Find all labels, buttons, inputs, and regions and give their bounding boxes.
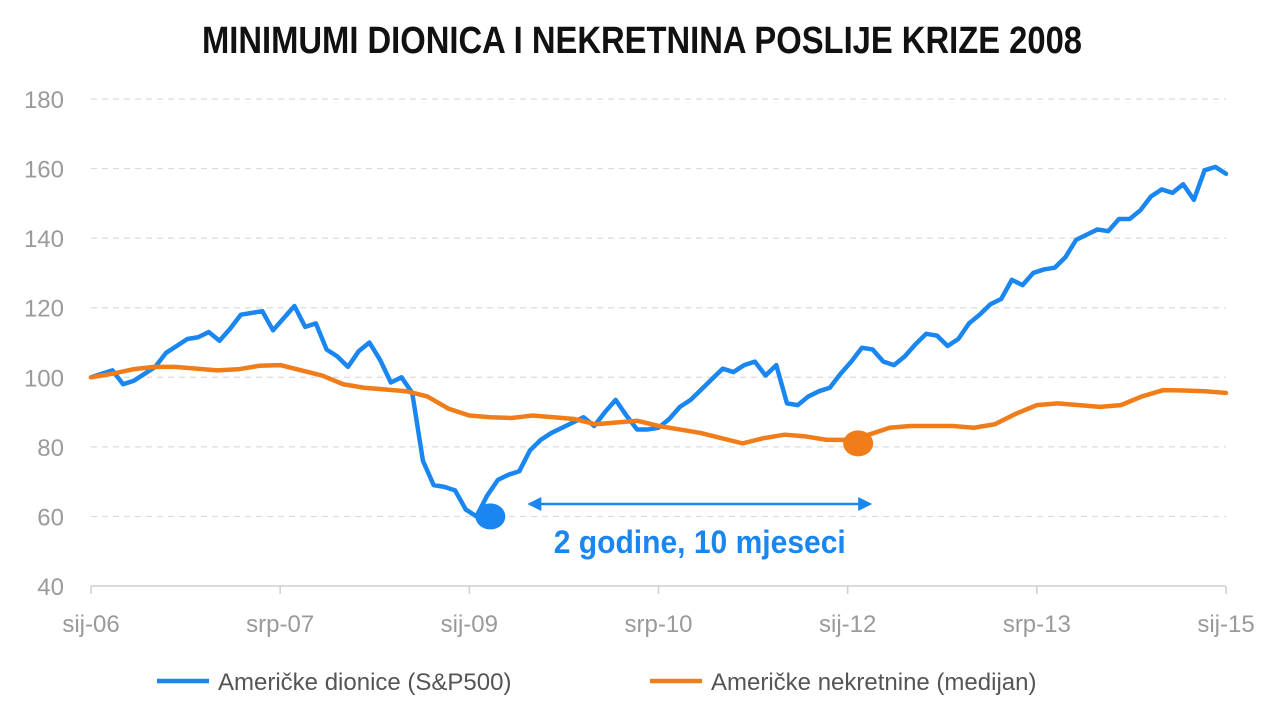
x-tick-label: srp-10 <box>624 611 692 638</box>
arrow-head-right <box>858 497 873 511</box>
y-tick-label: 100 <box>24 365 64 392</box>
x-tick-label: sij-06 <box>62 611 119 638</box>
x-tick-label: srp-07 <box>246 611 314 638</box>
legend-label: Američke nekretnine (medijan) <box>711 669 1036 696</box>
minimum-marker <box>475 503 506 530</box>
y-tick-label: 60 <box>37 504 64 531</box>
series-line-0 <box>88 164 1229 519</box>
y-tick-label: 160 <box>24 157 64 184</box>
y-tick-label: 40 <box>37 574 64 601</box>
x-tick-label: sij-09 <box>441 611 498 638</box>
x-tick-label: sij-15 <box>1197 611 1254 638</box>
x-tick-label: srp-13 <box>1003 611 1071 638</box>
legend-label: Američke dionice (S&P500) <box>218 669 511 696</box>
minimum-marker <box>843 430 874 457</box>
y-tick-label: 140 <box>24 226 64 253</box>
duration-label: 2 godine, 10 mjeseci <box>554 524 846 560</box>
y-tick-label: 180 <box>24 87 64 114</box>
y-tick-label: 120 <box>24 296 64 323</box>
y-tick-label: 80 <box>37 435 64 462</box>
arrow-head-left <box>527 497 542 511</box>
x-tick-label: sij-12 <box>819 611 876 638</box>
chart-title: MINIMUMI DIONICA I NEKRETNINA POSLIJE KR… <box>202 20 1082 62</box>
